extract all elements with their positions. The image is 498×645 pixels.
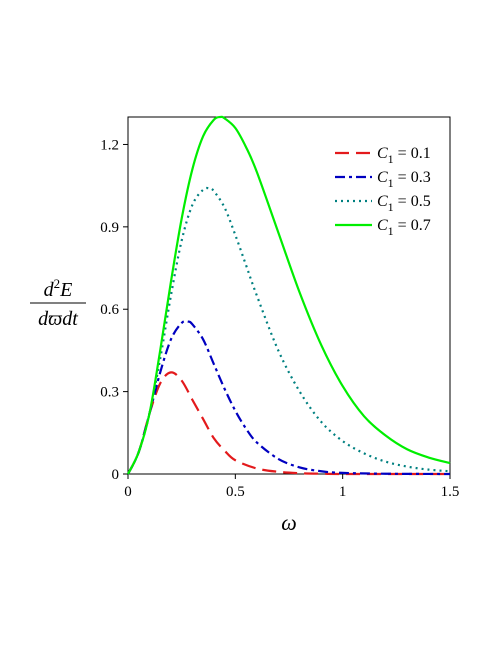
- x-tick-label-3: 1.5: [441, 484, 460, 500]
- y-tick-label-1: 0.3: [100, 385, 119, 401]
- y-label-var: E: [59, 279, 72, 301]
- y-label-denominator: dϖdt: [38, 308, 78, 330]
- y-label-sup: 2: [54, 276, 61, 291]
- legend-label-0: C1 = 0.1: [377, 145, 431, 166]
- series-line-0: [127, 371, 450, 476]
- y-label-d: d: [44, 279, 55, 301]
- y-axis-label: d2E dϖdt: [30, 276, 86, 330]
- axis-ticks: 0 0.5 1 1.5 0 0.3 0.6 0.9 1.2: [100, 137, 459, 500]
- x-tick-label-0: 0: [124, 484, 132, 500]
- y-tick-label-3: 0.9: [100, 220, 119, 236]
- legend: C1 = 0.1 C1 = 0.3 C1 = 0.5 C1 = 0.7: [335, 145, 431, 238]
- svg-text:d2E: d2E: [44, 276, 73, 301]
- y-tick-label-2: 0.6: [100, 302, 119, 318]
- y-tick-label-0: 0: [112, 467, 120, 483]
- legend-label-1: C1 = 0.3: [377, 169, 431, 190]
- series-line-1: [127, 319, 451, 476]
- series-layer: [127, 115, 451, 476]
- x-axis-label: ω: [281, 510, 297, 535]
- plot-frame: [127, 116, 451, 475]
- series-line-3: [127, 115, 451, 475]
- legend-label-3: C1 = 0.7: [377, 217, 431, 238]
- series-line-2: [127, 186, 451, 475]
- x-tick-label-2: 1: [339, 484, 347, 500]
- x-tick-label-1: 0.5: [226, 484, 245, 500]
- y-tick-label-4: 1.2: [100, 137, 119, 153]
- legend-label-2: C1 = 0.5: [377, 193, 431, 214]
